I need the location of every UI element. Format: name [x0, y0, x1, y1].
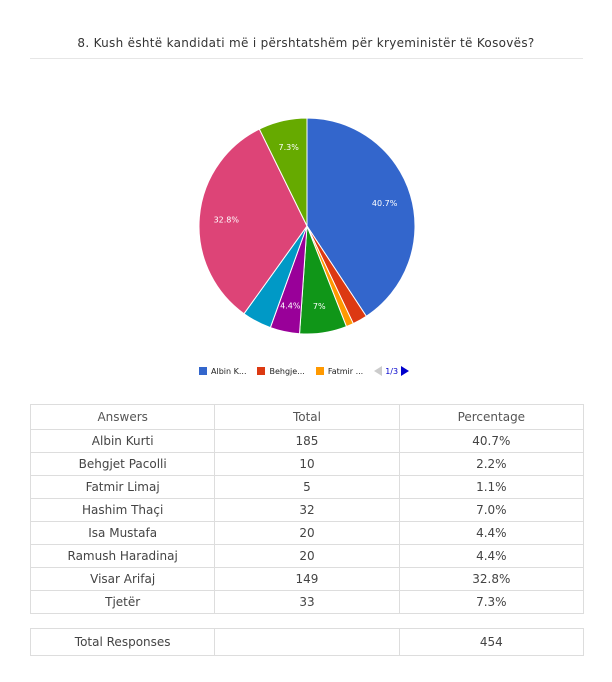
cell-answer: Isa Mustafa	[29, 521, 216, 545]
total-empty	[214, 628, 400, 656]
cell-answer: Albin Kurti	[29, 429, 216, 453]
total-row: Total Responses 454	[29, 628, 585, 656]
table-row: Fatmir Limaj 5 1.1%	[29, 475, 585, 499]
table-row: Tjetër 33 7.3%	[29, 590, 585, 614]
cell-total: 10	[214, 452, 400, 476]
legend-swatch	[199, 367, 207, 375]
cell-total: 33	[214, 590, 400, 614]
legend-label: Behgje...	[269, 366, 305, 376]
cell-answer: Hashim Thaçi	[29, 498, 216, 522]
legend-next-icon[interactable]	[401, 366, 410, 376]
slice-label: 4.4%	[280, 301, 301, 310]
header-answers: Answers	[29, 404, 216, 430]
divider	[30, 58, 583, 59]
cell-answer: Behgjet Pacolli	[29, 452, 216, 476]
table-row: Hashim Thaçi 32 7.0%	[29, 498, 585, 522]
cell-percentage: 7.0%	[398, 498, 585, 522]
header-total: Total	[214, 404, 400, 430]
cell-total: 185	[214, 429, 400, 453]
pie-chart: 40.7% 7% 4.4% 32.8% 7.3%	[198, 117, 416, 335]
cell-answer: Visar Arifaj	[29, 567, 216, 591]
results-table: Answers Total Percentage Albin Kurti 185 4…	[29, 404, 585, 614]
question-title: 8. Kush është kandidati më i përshtatshë…	[77, 36, 535, 50]
cell-answer: Fatmir Limaj	[29, 475, 216, 499]
cell-percentage: 32.8%	[398, 567, 585, 591]
cell-answer: Ramush Haradinaj	[29, 544, 216, 568]
slice-label: 32.8%	[214, 215, 240, 224]
cell-answer: Tjetër	[29, 590, 216, 614]
legend-item[interactable]: Albin K...	[199, 367, 246, 376]
legend-pager: 1/3	[374, 366, 410, 376]
cell-percentage: 2.2%	[398, 452, 585, 476]
cell-total: 20	[214, 521, 400, 545]
cell-percentage: 7.3%	[398, 590, 585, 614]
legend-prev-icon[interactable]	[374, 366, 383, 376]
table-row: Visar Arifaj 149 32.8%	[29, 567, 585, 591]
legend-swatch	[257, 367, 266, 375]
legend-item[interactable]: Behgje...	[257, 366, 305, 376]
table-header: Answers Total Percentage	[29, 404, 585, 430]
slice-label: 7%	[313, 302, 326, 311]
cell-total: 149	[214, 567, 400, 591]
cell-total: 20	[214, 544, 400, 568]
cell-total: 32	[214, 498, 400, 522]
legend-label: Albin K...	[211, 366, 247, 376]
cell-percentage: 4.4%	[398, 521, 585, 545]
total-label: Total Responses	[29, 628, 216, 656]
pie-slice[interactable]	[258, 117, 308, 227]
cell-percentage: 40.7%	[398, 429, 585, 453]
header-percentage: Percentage	[398, 404, 585, 430]
pie-slice[interactable]	[198, 128, 308, 315]
table-row: Albin Kurti 185 40.7%	[29, 429, 585, 453]
legend-item[interactable]: Fatmir ...	[315, 366, 364, 376]
table-row: Ramush Haradinaj 20 4.4%	[29, 544, 585, 568]
slice-label: 40.7%	[372, 199, 398, 208]
slice-label: 7.3%	[278, 143, 299, 152]
totals-table: Total Responses 454	[29, 628, 585, 656]
legend-page: 1/3	[385, 366, 399, 376]
cell-total: 5	[214, 475, 400, 499]
table-row: Isa Mustafa 20 4.4%	[29, 521, 585, 545]
legend: Albin K... Behgje... Fatmir ... 1/3	[199, 366, 410, 376]
total-value: 454	[398, 628, 585, 656]
cell-percentage: 1.1%	[398, 475, 585, 499]
cell-percentage: 4.4%	[398, 544, 585, 568]
legend-label: Fatmir ...	[327, 366, 364, 376]
legend-swatch	[315, 367, 324, 375]
table-row: Behgjet Pacolli 10 2.2%	[29, 452, 585, 476]
